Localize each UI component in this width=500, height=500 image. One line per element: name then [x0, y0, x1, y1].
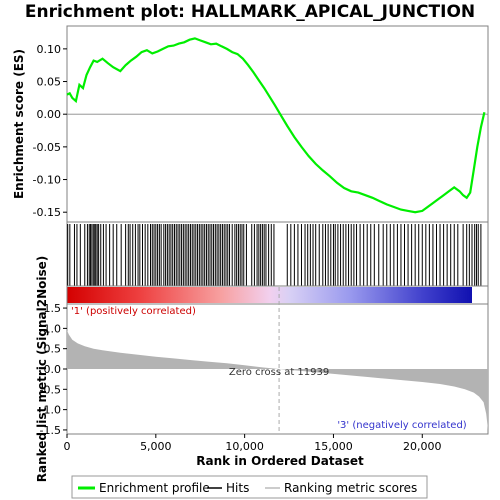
legend-hits-label: Hits — [226, 481, 249, 495]
metric-y-tick-label: -1.5 — [40, 424, 61, 437]
es-panel-frame — [66, 25, 489, 223]
hits-ticks — [67, 224, 482, 286]
es-y-tick-label: 0.05 — [37, 76, 62, 89]
metric-y-axis: 1.5 1.0 0.5 0.0 -0.5 -1.0 -1.5 — [40, 302, 67, 437]
es-y-tick-label: 0.10 — [37, 43, 62, 56]
es-y-tick-label: -0.15 — [33, 206, 61, 219]
metric-x-tick-label: 15,000 — [314, 440, 353, 453]
metric-y-tick-label: 0.5 — [44, 343, 62, 356]
metric-x-tick-label: 0 — [64, 440, 71, 453]
negative-correlation-label: '3' (negatively correlated) — [337, 420, 466, 431]
metric-x-tick-label: 20,000 — [403, 440, 442, 453]
es-y-tick-label: -0.05 — [33, 141, 61, 154]
metric-y-tick-label: -0.5 — [40, 383, 61, 396]
metric-y-tick-label: 1.5 — [44, 302, 62, 315]
es-ylabel: Enrichment score (ES) — [12, 49, 26, 199]
enrichment-profile-line — [66, 37, 486, 214]
metric-y-tick-label: 1.0 — [44, 322, 62, 335]
legend-enrichment-label: Enrichment profile — [99, 481, 210, 495]
metric-y-tick-label: 0.0 — [44, 363, 62, 376]
rank-color-bar — [67, 287, 472, 303]
hits-panel-frame — [66, 221, 489, 287]
zero-cross-label: Zero cross at 11939 — [229, 367, 329, 378]
metric-x-tick-label: 10,000 — [225, 440, 264, 453]
ranking-metric-area — [67, 330, 488, 430]
es-y-tick-label: 0.00 — [37, 108, 62, 121]
chart-title: Enrichment plot: HALLMARK_APICAL_JUNCTIO… — [25, 2, 475, 22]
positive-correlation-label: '1' (positively correlated) — [71, 306, 196, 317]
es-y-axis: 0.10 0.05 0.00 -0.05 -0.10 -0.15 — [33, 43, 67, 219]
metric-ylabel: Ranked list metric (Signal2Noise) — [35, 256, 49, 483]
metric-x-tick-label: 5,000 — [140, 440, 172, 453]
metric-x-axis: 0 5,000 10,000 15,000 20,000 — [64, 434, 442, 453]
es-y-tick-label: -0.10 — [33, 174, 61, 187]
legend-box — [71, 475, 428, 499]
metric-xlabel: Rank in Ordered Dataset — [196, 454, 364, 468]
legend-metric-label: Ranking metric scores — [284, 481, 417, 495]
legend: Enrichment profile Hits Ranking metric s… — [71, 475, 428, 499]
metric-y-tick-label: -1.0 — [40, 404, 61, 417]
